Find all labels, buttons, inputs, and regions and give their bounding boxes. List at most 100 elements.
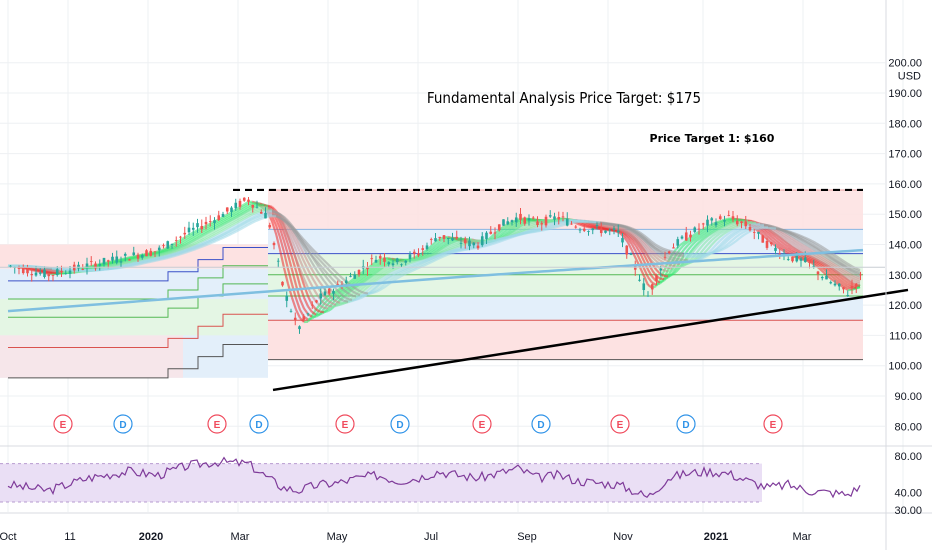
ribbon-segment <box>676 258 680 259</box>
ribbon-segment <box>268 212 272 213</box>
dividend-marker: D <box>250 415 268 433</box>
candle-body <box>358 270 361 275</box>
ribbon-segment <box>276 216 280 217</box>
ribbon-segment <box>660 279 664 280</box>
rsi-tick-label: 40.00 <box>894 487 922 499</box>
earnings-marker: E <box>336 415 354 433</box>
candle-body <box>64 273 67 274</box>
dividend-marker: D <box>532 415 550 433</box>
ribbon-segment <box>188 250 192 251</box>
candle-body <box>230 208 233 212</box>
candle-body <box>489 232 492 234</box>
candle-body <box>800 259 803 261</box>
ribbon-segment <box>156 260 160 261</box>
ribbon-segment <box>784 230 788 231</box>
ribbon-segment <box>716 251 720 252</box>
ribbon-segment <box>536 231 540 232</box>
ribbon-segment <box>708 253 712 254</box>
candle-body <box>596 225 599 226</box>
candle-body <box>162 245 165 246</box>
ribbon-segment <box>664 249 668 250</box>
ribbon-segment <box>672 266 676 267</box>
candle-body <box>124 254 127 256</box>
ribbon-segment <box>444 255 448 257</box>
ribbon-segment <box>504 239 508 240</box>
candle-body <box>226 207 229 211</box>
ribbon-segment <box>268 216 272 217</box>
candle-body <box>770 242 773 244</box>
candle-body <box>69 271 72 274</box>
candle-body <box>515 217 518 222</box>
ribbon-segment <box>664 278 668 280</box>
ribbon-segment <box>328 307 332 308</box>
price-tick-label: 100.00 <box>888 361 922 373</box>
ribbon-segment <box>256 219 260 221</box>
event-label: E <box>342 420 349 431</box>
event-label: D <box>396 420 403 431</box>
candle-body <box>494 232 497 233</box>
candle-body <box>188 228 191 233</box>
annotation-price-target-1: Price Target 1: $160 <box>650 132 775 145</box>
candle-body <box>506 221 509 224</box>
candle-body <box>111 257 114 261</box>
candle-body <box>736 221 739 224</box>
candle-body <box>400 264 403 265</box>
candle-body <box>689 235 692 238</box>
candle-body <box>392 263 395 265</box>
candle-body <box>834 284 837 286</box>
ribbon-segment <box>508 237 512 238</box>
candle-body <box>268 225 271 227</box>
ribbon-segment <box>856 268 860 270</box>
candle-body <box>749 227 752 230</box>
ribbon-segment <box>460 250 464 251</box>
candle-body <box>234 203 237 208</box>
candle-body <box>426 245 429 249</box>
ribbon-segment <box>196 248 200 250</box>
price-tick-label: 150.00 <box>888 209 922 221</box>
candle-body <box>379 256 382 258</box>
ribbon-segment <box>308 319 312 320</box>
candle-body <box>710 218 713 220</box>
candle-body <box>498 224 501 230</box>
candle-body <box>566 219 569 226</box>
ribbon-segment <box>332 303 336 304</box>
candle-body <box>154 251 157 252</box>
candle-body <box>243 198 246 201</box>
candle-body <box>434 238 437 241</box>
ribbon-segment <box>344 301 348 302</box>
candle-body <box>217 215 220 220</box>
ribbon-segment <box>484 245 488 246</box>
candle-body <box>557 217 560 219</box>
ribbon-segment <box>668 256 672 257</box>
candle-body <box>285 295 288 300</box>
dividend-marker: D <box>677 415 695 433</box>
candle-body <box>757 232 760 234</box>
ribbon-segment <box>364 293 368 294</box>
candle-body <box>209 221 212 222</box>
ribbon-segment <box>364 294 368 295</box>
ribbon-segment <box>548 228 552 229</box>
candle-body <box>468 241 471 247</box>
candle-body <box>791 257 794 261</box>
earnings-marker: E <box>208 415 226 433</box>
ribbon-segment <box>676 252 680 253</box>
ribbon-segment <box>356 293 360 294</box>
candle-body <box>676 239 679 246</box>
candle-body <box>621 238 624 242</box>
rsi-tick-label: 80.00 <box>894 451 922 463</box>
candle-body <box>583 229 586 231</box>
dividend-marker: D <box>114 415 132 433</box>
candle-body <box>307 314 310 315</box>
ribbon-segment <box>192 249 196 250</box>
ribbon-segment <box>672 260 676 261</box>
candle-body <box>766 241 769 248</box>
candle-body <box>22 268 25 273</box>
ribbon-segment <box>620 225 624 226</box>
candle-body <box>455 237 458 239</box>
candle-body <box>706 220 709 226</box>
candle-body <box>570 224 573 225</box>
candle-body <box>430 239 433 240</box>
candle-body <box>672 247 675 248</box>
